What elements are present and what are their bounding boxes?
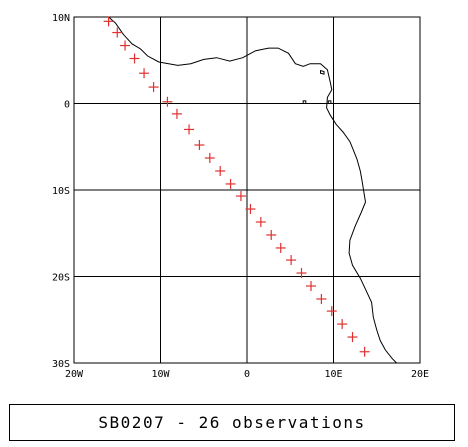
observation-marker (359, 346, 370, 357)
island-outline (327, 100, 332, 104)
observation-marker (326, 306, 337, 317)
caption-text: SB0207 - 26 observations (98, 413, 366, 432)
lon-tick-label: 0 (244, 369, 250, 380)
observation-marker (139, 68, 150, 79)
observation-marker (162, 96, 173, 107)
observation-marker (266, 229, 277, 240)
observation-marker (148, 82, 159, 93)
observation-marker (171, 108, 182, 119)
island-outline (320, 69, 325, 75)
observation-marker (275, 242, 286, 253)
lat-tick-label: 10S (52, 186, 70, 197)
grid-lines (74, 17, 420, 363)
africa-coastline (108, 16, 397, 364)
observation-marker (296, 268, 307, 279)
observation-marker (129, 53, 140, 64)
latitude-tick-labels: 10N 0 10S 20S 30S (52, 13, 70, 370)
observation-marker (316, 293, 327, 304)
lat-tick-label: 0 (64, 100, 70, 111)
longitude-tick-labels: 20W 10W 0 10E 20E (65, 369, 429, 380)
observation-marker (204, 152, 215, 163)
observation-marker (306, 281, 317, 292)
caption-box: SB0207 - 26 observations (9, 404, 455, 441)
observation-marker (194, 140, 205, 151)
observation-marker (215, 165, 226, 176)
lon-tick-label: 20W (65, 369, 84, 380)
observation-marker (103, 16, 114, 27)
lat-tick-label: 20S (52, 273, 70, 284)
observation-marker (225, 178, 236, 189)
observation-marker (120, 40, 131, 51)
observation-marker (235, 191, 246, 202)
map-plot: 20W 10W 0 10E 20E 10N 0 10S 20S 30S (52, 13, 429, 380)
lat-tick-label: 30S (52, 359, 70, 370)
observation-marker (184, 124, 195, 135)
island-outline (302, 100, 307, 104)
observation-marker (255, 217, 266, 228)
lat-tick-label: 10N (52, 13, 70, 24)
observation-marker (245, 204, 256, 215)
observation-marker (337, 319, 348, 330)
coastline (108, 16, 397, 364)
lon-tick-label: 10W (151, 369, 170, 380)
lon-tick-label: 10E (324, 369, 342, 380)
observation-marker (286, 255, 297, 266)
observation-markers (103, 16, 370, 357)
observation-marker (112, 27, 123, 38)
observation-marker (347, 332, 358, 343)
lon-tick-label: 20E (411, 369, 429, 380)
